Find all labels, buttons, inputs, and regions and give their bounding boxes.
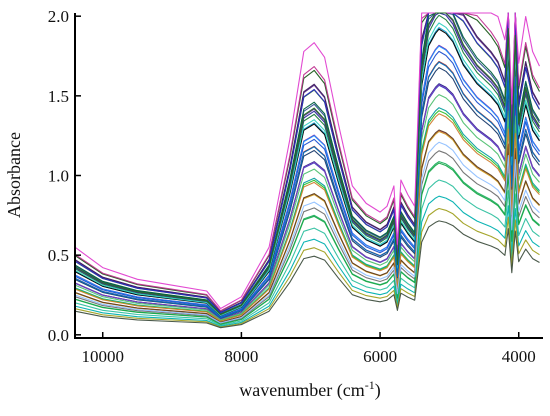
y-tick-label: 1.5 — [48, 87, 69, 106]
x-axis-title: wavenumber (cm-1) — [239, 378, 380, 401]
spectrum-line-25 — [74, 50, 540, 318]
y-tick-label: 1.0 — [48, 167, 69, 186]
spectrum-line-33 — [74, 162, 540, 325]
x-tick-label: 10000 — [81, 347, 124, 366]
spectra-curves — [74, 12, 540, 329]
spectrum-line-14 — [74, 60, 540, 319]
x-tick-label: 4000 — [502, 347, 536, 366]
spectrum-line-32 — [74, 12, 540, 314]
y-tick-label: 0.0 — [48, 326, 69, 345]
spectrum-line-27 — [74, 94, 540, 321]
spectrum-line-37 — [74, 220, 540, 329]
spectrum-line-13 — [74, 179, 540, 326]
spectrum-line-31 — [74, 129, 540, 323]
spectrum-line-30 — [74, 22, 540, 317]
spectrum-line-40 — [74, 141, 540, 324]
spectrum-line-21 — [74, 195, 540, 327]
spectrum-line-39 — [74, 12, 540, 315]
spectrum-line-38 — [74, 61, 540, 319]
y-tick-label: 2.0 — [48, 7, 69, 26]
y-axis-ticks: 0.0 0.5 1.0 1.5 2.0 — [48, 7, 81, 345]
spectrum-line-28 — [74, 207, 540, 328]
y-tick-label: 0.5 — [48, 246, 69, 265]
x-axis-title-main: wavenumber (cm — [239, 380, 364, 401]
x-axis-ticks: 10000 8000 6000 4000 — [81, 332, 536, 366]
spectrum-line-17 — [74, 27, 540, 317]
y-axis-title: Absorbance — [4, 132, 24, 218]
spectrum-line-36 — [74, 12, 540, 310]
spectrum-line-4 — [74, 12, 540, 316]
spectrum-line-35 — [74, 113, 540, 322]
x-axis-title-superscript: -1 — [365, 378, 375, 392]
x-axis-title-close: ) — [375, 380, 381, 401]
x-tick-label: 6000 — [363, 347, 397, 366]
x-tick-label: 8000 — [224, 347, 258, 366]
